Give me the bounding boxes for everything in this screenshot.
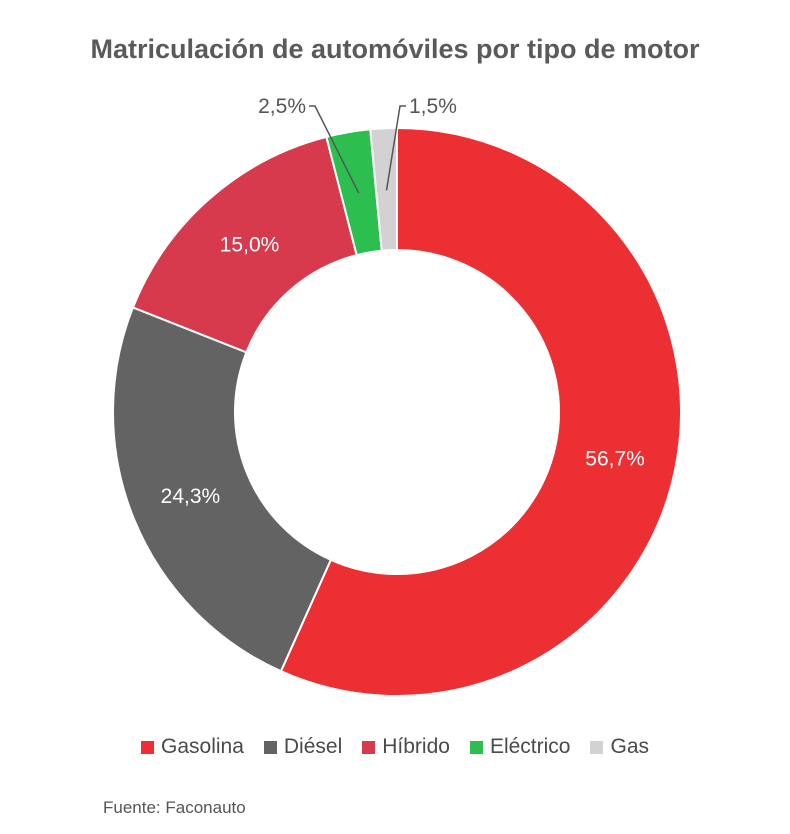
legend-label-gasolina: Gasolina bbox=[161, 735, 244, 758]
leader-line-gas bbox=[385, 105, 406, 191]
leader-line-electrico bbox=[309, 105, 360, 194]
legend-swatch-gas bbox=[590, 740, 604, 754]
slice-hibrido bbox=[131, 135, 358, 354]
source-note: Fuente: Faconauto bbox=[103, 798, 246, 817]
legend-swatch-hibrido bbox=[362, 740, 376, 754]
slice-gas bbox=[369, 126, 398, 252]
legend-item-gasolina: Gasolina bbox=[141, 735, 244, 759]
legend-swatch-gasolina bbox=[141, 740, 154, 754]
slice-diesel bbox=[112, 306, 333, 673]
legend-item-diesel: Diésel bbox=[263, 735, 343, 759]
legend-label-electrico: Eléctrico bbox=[489, 735, 571, 758]
data-label-gasolina: 56,7% bbox=[585, 448, 645, 471]
slice-gasolina bbox=[279, 126, 682, 697]
legend-swatch-electrico bbox=[469, 740, 483, 754]
legend-item-electrico: Eléctrico bbox=[469, 735, 571, 759]
data-label-electrico: 2,5% bbox=[258, 95, 306, 118]
data-label-hibrido: 15,0% bbox=[220, 234, 280, 257]
data-label-gas: 1,5% bbox=[409, 95, 457, 118]
legend: Gasolina Diésel Híbrido Eléctrico Gas bbox=[0, 735, 790, 759]
chart-title: Matriculación de automóviles por tipo de… bbox=[90, 34, 700, 64]
legend-swatch-diesel bbox=[263, 740, 277, 754]
legend-item-gas: Gas bbox=[590, 735, 649, 759]
legend-label-hibrido: Híbrido bbox=[382, 735, 450, 758]
legend-label-diesel: Diésel bbox=[283, 735, 343, 758]
data-label-diesel: 24,3% bbox=[161, 485, 221, 508]
legend-label-gas: Gas bbox=[610, 735, 649, 758]
legend-item-hibrido: Híbrido bbox=[362, 735, 450, 759]
